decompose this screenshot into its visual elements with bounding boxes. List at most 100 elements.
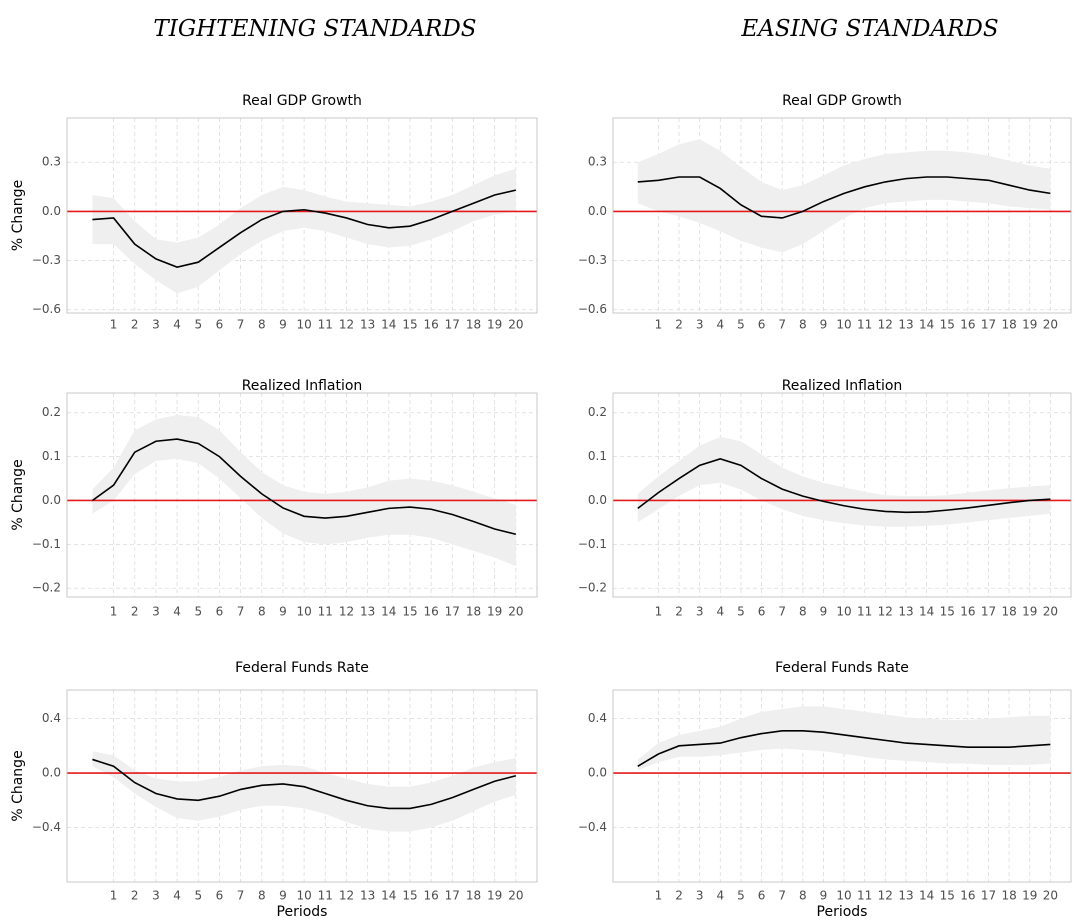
x-axis-label: Periods <box>817 904 868 920</box>
y-tick-label: 0.1 <box>588 449 607 463</box>
y-tick-label: 0.2 <box>588 405 607 419</box>
y-tick-label: −0.6 <box>578 302 607 316</box>
x-tick-label: 2 <box>675 318 683 332</box>
y-tick-label: 0.0 <box>42 493 61 507</box>
x-tick-label: 11 <box>857 889 872 903</box>
x-tick-label: 14 <box>919 318 934 332</box>
x-tick-label: 10 <box>296 605 311 619</box>
x-tick-label: 6 <box>758 318 766 332</box>
x-tick-label: 5 <box>737 318 745 332</box>
x-tick-label: 17 <box>445 605 460 619</box>
x-tick-label: 2 <box>131 605 139 619</box>
x-tick-label: 17 <box>981 318 996 332</box>
column-title: EASING STANDARDS <box>740 16 998 42</box>
x-tick-label: 4 <box>173 318 181 332</box>
x-tick-label: 7 <box>778 318 786 332</box>
y-tick-label: −0.4 <box>32 820 61 834</box>
x-tick-label: 2 <box>675 605 683 619</box>
x-tick-label: 20 <box>508 889 523 903</box>
x-tick-label: 5 <box>194 889 202 903</box>
y-tick-label: 0.0 <box>588 204 607 218</box>
x-tick-label: 18 <box>466 605 481 619</box>
x-tick-label: 13 <box>360 605 375 619</box>
x-tick-label: 20 <box>508 605 523 619</box>
x-tick-label: 17 <box>445 318 460 332</box>
x-tick-label: 8 <box>258 889 266 903</box>
x-tick-label: 16 <box>424 889 439 903</box>
x-tick-label: 14 <box>919 889 934 903</box>
x-tick-label: 6 <box>216 889 224 903</box>
confidence-band <box>637 436 1051 527</box>
x-tick-label: 20 <box>508 318 523 332</box>
y-tick-label: −0.6 <box>32 302 61 316</box>
x-tick-label: 8 <box>258 605 266 619</box>
x-tick-label: 14 <box>919 605 934 619</box>
x-tick-label: 8 <box>799 889 807 903</box>
x-tick-label: 6 <box>758 889 766 903</box>
x-tick-label: 20 <box>1043 889 1058 903</box>
x-tick-label: 15 <box>940 318 955 332</box>
plot-border <box>612 117 1072 314</box>
response-line <box>92 758 517 810</box>
x-tick-label: 9 <box>279 605 287 619</box>
x-tick-label: 15 <box>402 318 417 332</box>
response-line <box>91 438 517 536</box>
x-tick-label: 8 <box>799 605 807 619</box>
x-tick-label: 3 <box>152 889 160 903</box>
y-axis-label: % Change <box>10 750 26 821</box>
y-tick-label: −0.1 <box>578 537 607 551</box>
x-tick-label: 10 <box>836 605 851 619</box>
x-tick-label: 3 <box>696 889 704 903</box>
response-line <box>637 457 1051 514</box>
x-tick-label: 10 <box>296 318 311 332</box>
plot-border <box>66 117 538 314</box>
x-tick-label: 16 <box>960 889 975 903</box>
x-tick-label: 14 <box>381 318 396 332</box>
y-axis-label: % Change <box>10 180 26 251</box>
x-tick-label: 5 <box>194 605 202 619</box>
x-tick-label: 3 <box>696 605 704 619</box>
x-tick-label: 3 <box>152 605 160 619</box>
response-line <box>637 730 1051 767</box>
x-tick-label: 20 <box>1043 318 1058 332</box>
x-tick-label: 6 <box>758 605 766 619</box>
x-tick-label: 1 <box>655 889 663 903</box>
y-tick-label: −0.4 <box>578 820 607 834</box>
plot-border <box>66 689 538 883</box>
x-tick-label: 4 <box>716 318 724 332</box>
x-tick-label: 18 <box>466 889 481 903</box>
x-tick-label: 6 <box>216 605 224 619</box>
y-tick-label: 0.0 <box>42 204 61 218</box>
y-tick-label: −0.3 <box>32 253 61 267</box>
x-tick-label: 4 <box>716 889 724 903</box>
x-tick-label: 13 <box>360 889 375 903</box>
y-tick-label: 0.0 <box>588 493 607 507</box>
confidence-band <box>92 414 516 567</box>
confidence-band <box>92 751 516 832</box>
x-tick-label: 7 <box>778 605 786 619</box>
x-tick-label: 11 <box>318 318 333 332</box>
x-tick-label: 13 <box>898 889 913 903</box>
x-tick-label: 18 <box>1001 318 1016 332</box>
panel-title: Federal Funds Rate <box>235 660 369 676</box>
x-tick-label: 20 <box>1043 605 1058 619</box>
x-tick-label: 18 <box>466 318 481 332</box>
x-tick-label: 19 <box>487 318 502 332</box>
x-tick-label: 1 <box>110 889 118 903</box>
y-tick-label: 0.3 <box>42 155 61 169</box>
x-tick-label: 8 <box>258 318 266 332</box>
panel-title: Federal Funds Rate <box>775 660 909 676</box>
x-tick-label: 9 <box>820 889 828 903</box>
y-tick-label: 0.1 <box>42 449 61 463</box>
x-tick-label: 16 <box>960 605 975 619</box>
confidence-band <box>637 706 1051 771</box>
x-tick-label: 3 <box>696 318 704 332</box>
x-tick-label: 5 <box>737 605 745 619</box>
x-tick-label: 5 <box>194 318 202 332</box>
x-axis-label: Periods <box>277 904 328 920</box>
x-tick-label: 19 <box>1022 889 1037 903</box>
x-tick-label: 18 <box>1001 889 1016 903</box>
x-tick-label: 1 <box>110 605 118 619</box>
x-tick-label: 19 <box>487 605 502 619</box>
response-line <box>92 189 517 268</box>
